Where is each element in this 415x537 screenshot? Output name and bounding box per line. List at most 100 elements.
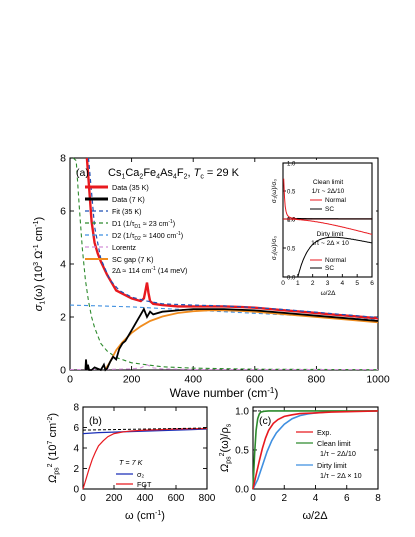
panel-b: 0 200 400 600 800 0 2 4 6 8 (b) T = 7 K σ₂ FGT ω… (47, 403, 216, 523)
panel-a-legend: Data (35 K) Data (7 K) Fit (35 K) D1 (1/… (85, 183, 187, 275)
pc-x-tick-label: 0 (250, 493, 256, 504)
pb-y-tick-label: 0 (73, 485, 79, 496)
pa-x-tick-label: 600 (246, 374, 264, 386)
pa-series-d1 (72, 157, 379, 371)
inset-bottom-ylabel: σ₁(ω)/σ₀ (271, 236, 278, 260)
inset-dirty-sc (283, 236, 373, 278)
panel-b-xlabel: ω (cm-1) (125, 510, 165, 522)
panel-a-xlabel: Wave number (cm-1) (170, 386, 279, 400)
gap-note: 2Δ ≈ 114 cm-1 (14 meV) (112, 266, 187, 275)
pa-series-d2 (69, 304, 379, 321)
panel-a-ylabel: σ1(ω) (103 Ω-1 cm-1) (33, 217, 47, 311)
legend-label-d2: D2 (1/τD2 ≈ 1400 cm-1) (112, 231, 183, 242)
pc-series-exp (252, 410, 379, 490)
panel-c-legend-clean: Clean limit (317, 439, 351, 448)
inset-top-ylabel: σ₁(ω)/σ₀ (271, 179, 278, 203)
pa-x-tick-label: 800 (308, 374, 326, 386)
panel-a-inset: 0 1 2 3 4 5 60.00.51.00.00.51.0 Clean limit 1/… (271, 160, 376, 297)
pa-y-tick-label: 8 (60, 153, 66, 165)
pa-series-fit-35-k (87, 157, 379, 319)
inset-top-y-tick-label: 0.0 (287, 218, 296, 224)
pa-y-tick-label: 6 (60, 206, 66, 218)
panel-c-legend-dirty-rate: 1/τ ~ 2Δ × 10 (320, 471, 362, 480)
panel-b-label: (b) (89, 415, 102, 427)
inset-legend-normal: Normal (325, 197, 347, 204)
inset-legend-normal-2: Normal (325, 257, 347, 264)
pc-x-tick-label: 2 (281, 493, 287, 504)
pa-x-tick-label: 0 (67, 374, 73, 386)
inset-x-tick-label: 0 (281, 280, 285, 287)
panel-c-legend-clean-rate: 1/τ ~ 2Δ/10 (320, 449, 356, 458)
pc-y-tick-label: 0.5 (235, 445, 249, 456)
panel-b-annotation: T = 7 K (119, 458, 144, 467)
panel-b-legend-fgt: FGT (137, 480, 152, 489)
legend-label-d1: D1 (1/τD1 ≈ 23 cm-1) (112, 219, 175, 230)
pb-y-tick-label: 6 (73, 423, 79, 434)
panel-c-legend-exp: Exp. (317, 428, 331, 437)
pa-x-tick-label: 200 (123, 374, 141, 386)
pb-x-tick-label: 800 (199, 493, 216, 504)
inset-bottom-y-tick-label: 1.0 (287, 218, 296, 224)
panel-c-legend-dirty: Dirty limit (317, 461, 347, 470)
pb-series-reference (82, 427, 208, 431)
legend-label-scgap: SC gap (7 K) (112, 255, 154, 264)
inset-x-tick-label: 3 (326, 280, 330, 287)
pa-series-sc-gap-7-k (104, 309, 379, 371)
pa-series-lorentz (70, 364, 378, 371)
pb-y-tick-label: 4 (73, 444, 79, 455)
inset-clean-label: Clean limit (313, 179, 344, 186)
panel-a-title: Cs1Ca2Fe4As4F2, Tc = 29 K (108, 167, 240, 181)
pc-x-tick-label: 4 (313, 493, 319, 504)
pb-y-tick-label: 8 (73, 403, 79, 414)
legend-label-data35: Data (35 K) (112, 183, 149, 192)
pb-series-fgt (82, 427, 208, 490)
pc-y-tick-label: 1.0 (235, 406, 249, 417)
panel-c: 0 2 4 6 8 0.0 0.5 1.0 (c) Exp. Clean limit 1/τ… (219, 406, 381, 522)
pb-x-tick-label: 400 (137, 493, 154, 504)
legend-label-fit: Fit (35 K) (112, 207, 142, 216)
inset-bottom-y-tick-label: 0.5 (287, 247, 296, 253)
panel-b-ylabel: Ωps2 (107 cm-2) (47, 413, 61, 483)
legend-label-lorentz: Lorentz (112, 243, 136, 252)
pa-series-data-7-k (84, 307, 379, 372)
inset-top-y-tick-label: 0.5 (287, 190, 296, 196)
inset-xlabel: ω/2Δ (321, 290, 336, 297)
pb-x-tick-label: 600 (168, 493, 185, 504)
panel-c-ylabel: Ωps2(ω)/ρs (219, 423, 233, 472)
inset-dirty-rate: 1/τ ~ 2Δ × 10 (311, 240, 349, 247)
pa-x-tick-label: 400 (184, 374, 202, 386)
pa-y-tick-label: 0 (60, 365, 66, 377)
inset-legend-sc-2: SC (325, 265, 334, 272)
panel-b-legend-sigma2: σ₂ (137, 470, 144, 479)
pb-x-tick-label: 200 (106, 493, 123, 504)
inset-clean-rate: 1/τ ~ 2Δ/10 (312, 188, 345, 195)
inset-clean-sc (283, 217, 372, 220)
inset-x-tick-label: 5 (355, 280, 359, 287)
inset-top-y-tick-label: 1.0 (287, 162, 296, 168)
pb-series-series (82, 428, 208, 435)
inset-x-tick-label: 4 (341, 280, 345, 287)
inset-bottom-y-tick-label: 0.0 (287, 276, 296, 282)
inset-dirty-label: Dirty limit (317, 231, 344, 238)
inset-legend-sc: SC (325, 206, 334, 213)
pa-y-tick-label: 2 (60, 312, 66, 324)
pa-y-tick-label: 4 (60, 259, 66, 271)
panel-a-label: (a) (76, 167, 89, 179)
legend-label-data7: Data (7 K) (112, 195, 145, 204)
inset-x-tick-label: 6 (370, 280, 374, 287)
panel-a: 0 200 400 600 800 1000 0 2 4 6 8 (a) Cs1Ca2Fe4As4… (33, 153, 390, 400)
pa-series-data-35-k (85, 157, 379, 320)
panel-c-label: (c) (259, 415, 271, 427)
pa-x-tick-label: 1000 (366, 374, 390, 386)
pc-series-clean-limit (252, 410, 378, 490)
pc-y-tick-label: 0.0 (235, 485, 249, 496)
pb-x-tick-label: 0 (80, 493, 86, 504)
panel-c-xlabel: ω/2Δ (302, 510, 328, 522)
pb-y-tick-label: 2 (73, 464, 79, 475)
inset-dirty-normal (283, 218, 373, 235)
pc-x-tick-label: 8 (375, 493, 381, 504)
inset-x-tick-label: 2 (311, 280, 315, 287)
pc-x-tick-label: 6 (344, 493, 350, 504)
inset-background (279, 160, 376, 295)
